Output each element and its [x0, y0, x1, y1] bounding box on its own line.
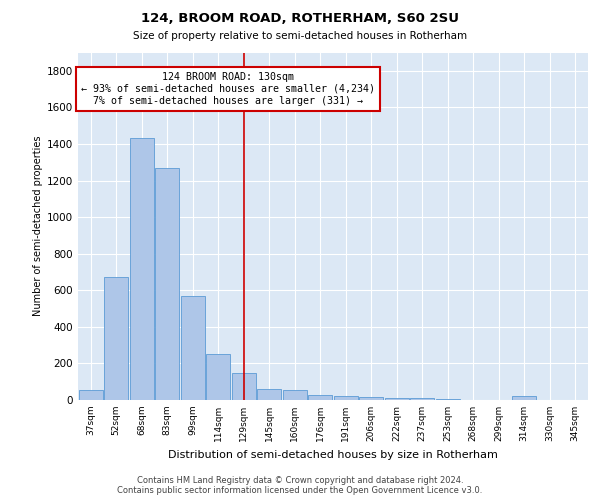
Bar: [104, 278, 128, 400]
Bar: [359, 396, 383, 400]
Bar: [512, 396, 536, 400]
Text: Contains HM Land Registry data © Crown copyright and database right 2024.: Contains HM Land Registry data © Crown c…: [137, 476, 463, 485]
Bar: [206, 354, 230, 400]
Text: 124, BROOM ROAD, ROTHERHAM, S60 2SU: 124, BROOM ROAD, ROTHERHAM, S60 2SU: [141, 12, 459, 26]
Bar: [410, 398, 434, 400]
Bar: [155, 168, 179, 400]
Bar: [130, 138, 154, 400]
Bar: [257, 389, 281, 400]
Y-axis label: Number of semi-detached properties: Number of semi-detached properties: [33, 136, 43, 316]
Bar: [181, 296, 205, 400]
Text: 124 BROOM ROAD: 130sqm
← 93% of semi-detached houses are smaller (4,234)
7% of s: 124 BROOM ROAD: 130sqm ← 93% of semi-det…: [82, 72, 376, 106]
X-axis label: Distribution of semi-detached houses by size in Rotherham: Distribution of semi-detached houses by …: [168, 450, 498, 460]
Bar: [436, 398, 460, 400]
Text: Contains public sector information licensed under the Open Government Licence v3: Contains public sector information licen…: [118, 486, 482, 495]
Bar: [385, 398, 409, 400]
Bar: [283, 390, 307, 400]
Text: Size of property relative to semi-detached houses in Rotherham: Size of property relative to semi-detach…: [133, 31, 467, 41]
Bar: [308, 394, 332, 400]
Bar: [79, 390, 103, 400]
Bar: [232, 372, 256, 400]
Bar: [334, 396, 358, 400]
